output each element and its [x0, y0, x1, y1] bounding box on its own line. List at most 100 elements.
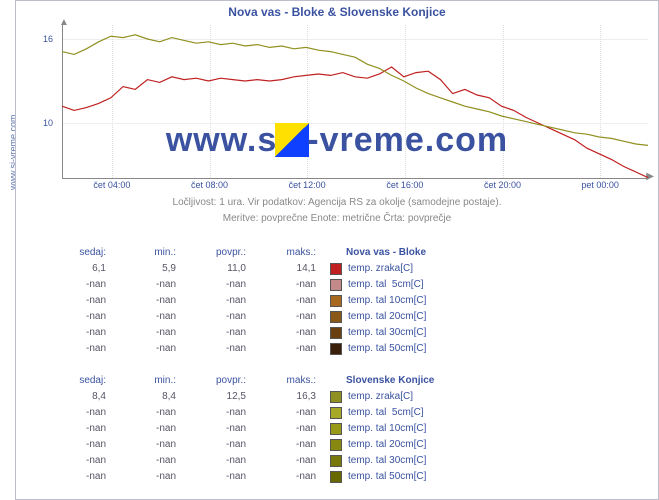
x-tick-label: pet 00:00: [581, 180, 619, 190]
legend-label: temp. tal 10cm[C]: [348, 293, 426, 309]
chart-frame: Nova vas - Bloke & Slovenske Konjice ▲ ▶…: [15, 0, 659, 500]
cell-value: -nan: [114, 405, 184, 421]
cell-value: -nan: [44, 437, 114, 453]
table-row: -nan-nan-nan-nantemp. tal 10cm[C]: [44, 421, 434, 437]
cell-value: -nan: [184, 421, 254, 437]
cell-value: -nan: [44, 341, 114, 357]
legend-swatch-icon: [330, 263, 342, 275]
cell-value: -nan: [254, 437, 324, 453]
cell-value: -nan: [114, 469, 184, 485]
series-line: [62, 67, 648, 178]
legend-swatch-icon: [330, 295, 342, 307]
cell-value: -nan: [184, 453, 254, 469]
table-row: 8,48,412,516,3temp. zraka[C]: [44, 389, 434, 405]
cell-value: -nan: [44, 277, 114, 293]
cell-value: 5,9: [114, 261, 184, 277]
cell-value: -nan: [114, 309, 184, 325]
cell-value: -nan: [44, 293, 114, 309]
line-series-svg: [62, 25, 648, 179]
table-row: -nan-nan-nan-nantemp. tal 10cm[C]: [44, 293, 426, 309]
legend-label: temp. tal 30cm[C]: [348, 453, 426, 469]
legend-swatch-icon: [330, 439, 342, 451]
table-row: -nan-nan-nan-nantemp. tal 50cm[C]: [44, 469, 434, 485]
legend-label: temp. tal 30cm[C]: [348, 325, 426, 341]
cell-value: -nan: [184, 437, 254, 453]
cell-value: -nan: [254, 293, 324, 309]
cell-value: -nan: [44, 453, 114, 469]
source-link[interactable]: www.si-vreme.com: [0, 110, 13, 210]
cell-value: -nan: [254, 277, 324, 293]
cell-value: -nan: [254, 469, 324, 485]
table-header-row: sedaj:min.:povpr.:maks.:Slovenske Konjic…: [44, 373, 434, 389]
cell-value: -nan: [114, 421, 184, 437]
cell-value: 14,1: [254, 261, 324, 277]
legend-swatch-icon: [330, 311, 342, 323]
cell-value: -nan: [44, 325, 114, 341]
cell-value: -nan: [184, 277, 254, 293]
cell-value: -nan: [44, 421, 114, 437]
cell-value: -nan: [254, 421, 324, 437]
cell-value: 12,5: [184, 389, 254, 405]
legend-swatch-icon: [330, 471, 342, 483]
table-row: -nan-nan-nan-nantemp. tal 30cm[C]: [44, 453, 434, 469]
legend-swatch-icon: [330, 327, 342, 339]
cell-value: -nan: [184, 341, 254, 357]
legend-label: temp. tal 5cm[C]: [348, 277, 424, 293]
cell-value: -nan: [114, 293, 184, 309]
legend-label: temp. tal 50cm[C]: [348, 469, 426, 485]
legend-label: temp. tal 50cm[C]: [348, 341, 426, 357]
table-row: -nan-nan-nan-nantemp. tal 30cm[C]: [44, 325, 426, 341]
cell-value: -nan: [114, 437, 184, 453]
cell-value: 11,0: [184, 261, 254, 277]
cell-value: -nan: [184, 405, 254, 421]
cell-value: 6,1: [44, 261, 114, 277]
column-header: min.:: [114, 373, 184, 389]
column-header: sedaj:: [44, 245, 114, 261]
column-header: povpr.:: [184, 373, 254, 389]
cell-value: 8,4: [44, 389, 114, 405]
x-tick-label: čet 08:00: [191, 180, 228, 190]
x-tick-label: čet 12:00: [289, 180, 326, 190]
legend-swatch-icon: [330, 391, 342, 403]
table-row: -nan-nan-nan-nantemp. tal 5cm[C]: [44, 277, 426, 293]
legend-label: temp. zraka[C]: [348, 261, 413, 277]
legend-swatch-icon: [330, 279, 342, 291]
column-header: maks.:: [254, 373, 324, 389]
legend-label: temp. tal 20cm[C]: [348, 437, 426, 453]
cell-value: -nan: [44, 309, 114, 325]
legend-label: temp. zraka[C]: [348, 389, 413, 405]
cell-value: -nan: [184, 325, 254, 341]
column-header: sedaj:: [44, 373, 114, 389]
cell-value: -nan: [184, 293, 254, 309]
legend-swatch-icon: [330, 407, 342, 419]
cell-value: 16,3: [254, 389, 324, 405]
legend-label: temp. tal 20cm[C]: [348, 309, 426, 325]
station-name: Nova vas - Bloke: [346, 245, 426, 261]
legend-label: temp. tal 10cm[C]: [348, 421, 426, 437]
chart-title: Nova vas - Bloke & Slovenske Konjice: [16, 1, 658, 19]
cell-value: -nan: [114, 325, 184, 341]
table-row: -nan-nan-nan-nantemp. tal 20cm[C]: [44, 309, 426, 325]
series-line: [62, 35, 648, 146]
y-tick-label: 16: [43, 34, 53, 44]
station-block: sedaj:min.:povpr.:maks.: Nova vas - Bloke…: [44, 245, 426, 357]
table-row: -nan-nan-nan-nantemp. tal 5cm[C]: [44, 405, 434, 421]
caption-units: Meritve: povprečne Enote: metrične Črta:…: [16, 213, 658, 224]
caption-source: Ločljivost: 1 ura. Vir podatkov: Agencij…: [16, 197, 658, 208]
x-tick-label: čet 20:00: [484, 180, 521, 190]
column-header: povpr.:: [184, 245, 254, 261]
cell-value: -nan: [184, 309, 254, 325]
cell-value: -nan: [114, 277, 184, 293]
x-tick-label: čet 04:00: [93, 180, 130, 190]
cell-value: -nan: [254, 325, 324, 341]
legend-label: temp. tal 5cm[C]: [348, 405, 424, 421]
x-tick-label: čet 16:00: [386, 180, 423, 190]
station-block: sedaj:min.:povpr.:maks.:Slovenske Konjic…: [44, 373, 434, 485]
cell-value: -nan: [44, 469, 114, 485]
cell-value: -nan: [254, 309, 324, 325]
table-header-row: sedaj:min.:povpr.:maks.: Nova vas - Bloke: [44, 245, 426, 261]
legend-swatch-icon: [330, 423, 342, 435]
column-header: maks.:: [254, 245, 324, 261]
column-header: min.:: [114, 245, 184, 261]
cell-value: -nan: [114, 453, 184, 469]
